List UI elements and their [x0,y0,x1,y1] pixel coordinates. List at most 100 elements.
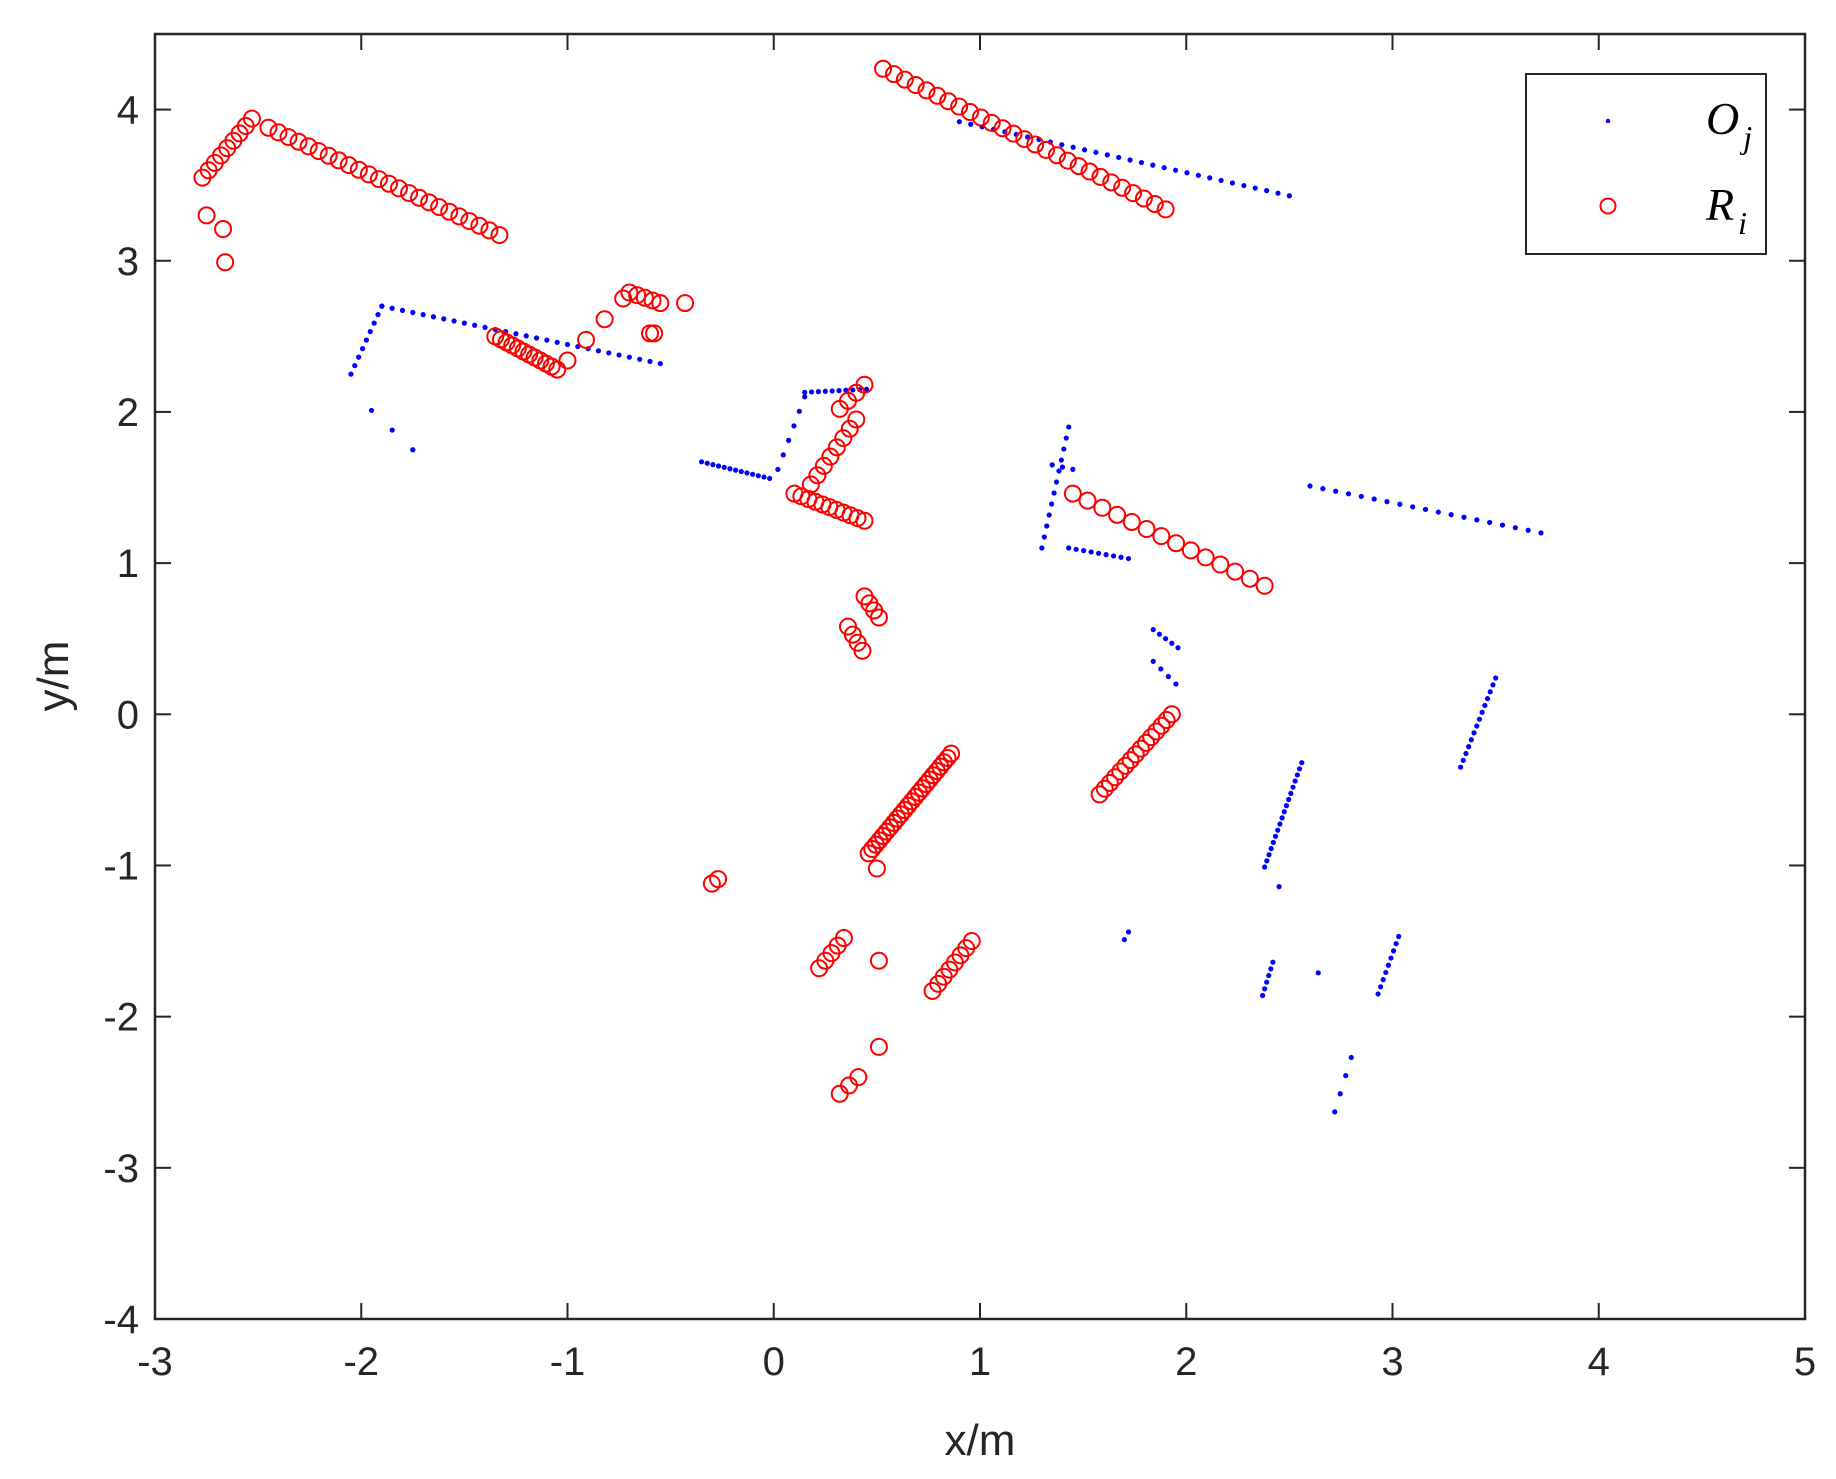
data-point-dot [1163,636,1169,642]
data-point-circle [1142,728,1161,747]
data-point-circle [259,118,278,137]
data-point-circle [577,330,596,349]
data-point-dot [1049,501,1055,507]
data-point-circle [614,289,633,308]
data-point-dot [1320,486,1326,492]
legend-marker-dot [1605,118,1611,124]
data-point-dot [968,121,974,127]
data-point-circle [1162,705,1181,724]
data-point-circle [884,65,903,84]
data-point-circle [1196,548,1215,567]
data-point-circle [869,1037,888,1056]
data-point-circle [834,929,853,948]
series-ri [193,59,1274,1103]
data-point-dot [791,423,797,429]
data-point-dot [647,358,653,365]
data-point-circle [279,128,298,147]
data-point-circle [1152,527,1171,546]
data-point-dot [1264,979,1270,985]
data-point-dot [1343,1073,1349,1079]
data-point-dot [1461,514,1467,520]
data-point-circle [853,641,872,660]
legend-r-subscript: i [1738,205,1747,241]
data-point-dot [1158,666,1164,672]
data-point-dot [1125,555,1132,562]
data-point-dot [1294,772,1300,778]
data-point-circle [982,113,1001,132]
data-point-dot [710,462,716,468]
data-point-dot [1116,154,1122,161]
data-point-dot [850,387,856,393]
y-tick-label: -4 [103,1298,139,1342]
data-point-dot [1525,527,1531,533]
data-point-circle [651,294,670,313]
data-point-circle [1116,756,1135,775]
data-point-dot [727,466,733,472]
data-point-dot [1466,744,1472,750]
data-point-dot [1270,839,1276,846]
data-point-dot [1063,435,1069,441]
y-tick-label: 1 [117,542,139,586]
data-point-dot [1041,534,1047,540]
data-point-dot [843,387,849,393]
data-point-dot [715,463,722,469]
data-point-dot [1275,190,1281,196]
data-point-dot [1059,142,1065,148]
data-point-circle [942,744,961,763]
data-point-circle [1255,576,1274,595]
data-point-dot [1093,149,1099,155]
data-point-dot [368,407,375,414]
data-point-dot [1279,815,1285,821]
data-point-dot [1299,760,1305,766]
data-point-circle [460,212,479,231]
data-point-dot [1479,709,1485,715]
data-point-dot [1348,1054,1354,1061]
data-point-dot [761,474,767,480]
y-tick-label: 3 [117,240,139,284]
data-point-circle [709,870,728,889]
data-point-circle [1152,716,1171,735]
legend-o-subscript: j [1739,119,1752,155]
y-axis-title: y/m [29,641,78,712]
data-point-dot [1388,955,1394,961]
data-point-dot [371,320,377,326]
y-tick-label: -3 [103,1147,139,1191]
data-point-circle [895,70,914,89]
data-point-dot [441,316,447,322]
data-point-dot [796,408,802,414]
data-point-dot [1095,550,1102,556]
data-point-dot [1283,803,1290,809]
data-point-dot [1390,948,1397,954]
data-point-dot [1058,457,1064,463]
data-point-circle [939,92,958,111]
data-point-circle [1111,762,1130,781]
data-point-dot [375,312,381,318]
y-tick-label: 2 [117,391,139,435]
data-point-dot [1081,147,1088,153]
data-point-dot [1538,530,1544,536]
data-point-circle [490,226,509,245]
data-point-dot [657,360,663,367]
data-point-circle [309,142,328,161]
data-point-circle [319,146,338,165]
legend-r-symbol: R [1705,179,1734,230]
data-point-dot [1383,969,1389,976]
data-point-dot [1463,750,1469,757]
data-point-circle [620,283,639,302]
data-point-dot [1487,519,1493,526]
data-point-dot [1275,827,1281,833]
data-point-dot [1103,552,1109,558]
data-point-dot [1241,182,1247,189]
data-point-circle [834,429,853,448]
data-point-circle [938,748,957,767]
data-point-circle [635,288,654,307]
data-point-dot [802,394,808,400]
data-point-circle [808,466,827,485]
data-point-circle [450,207,469,226]
data-point-dot [1512,525,1518,531]
data-point-circle [1113,178,1132,197]
